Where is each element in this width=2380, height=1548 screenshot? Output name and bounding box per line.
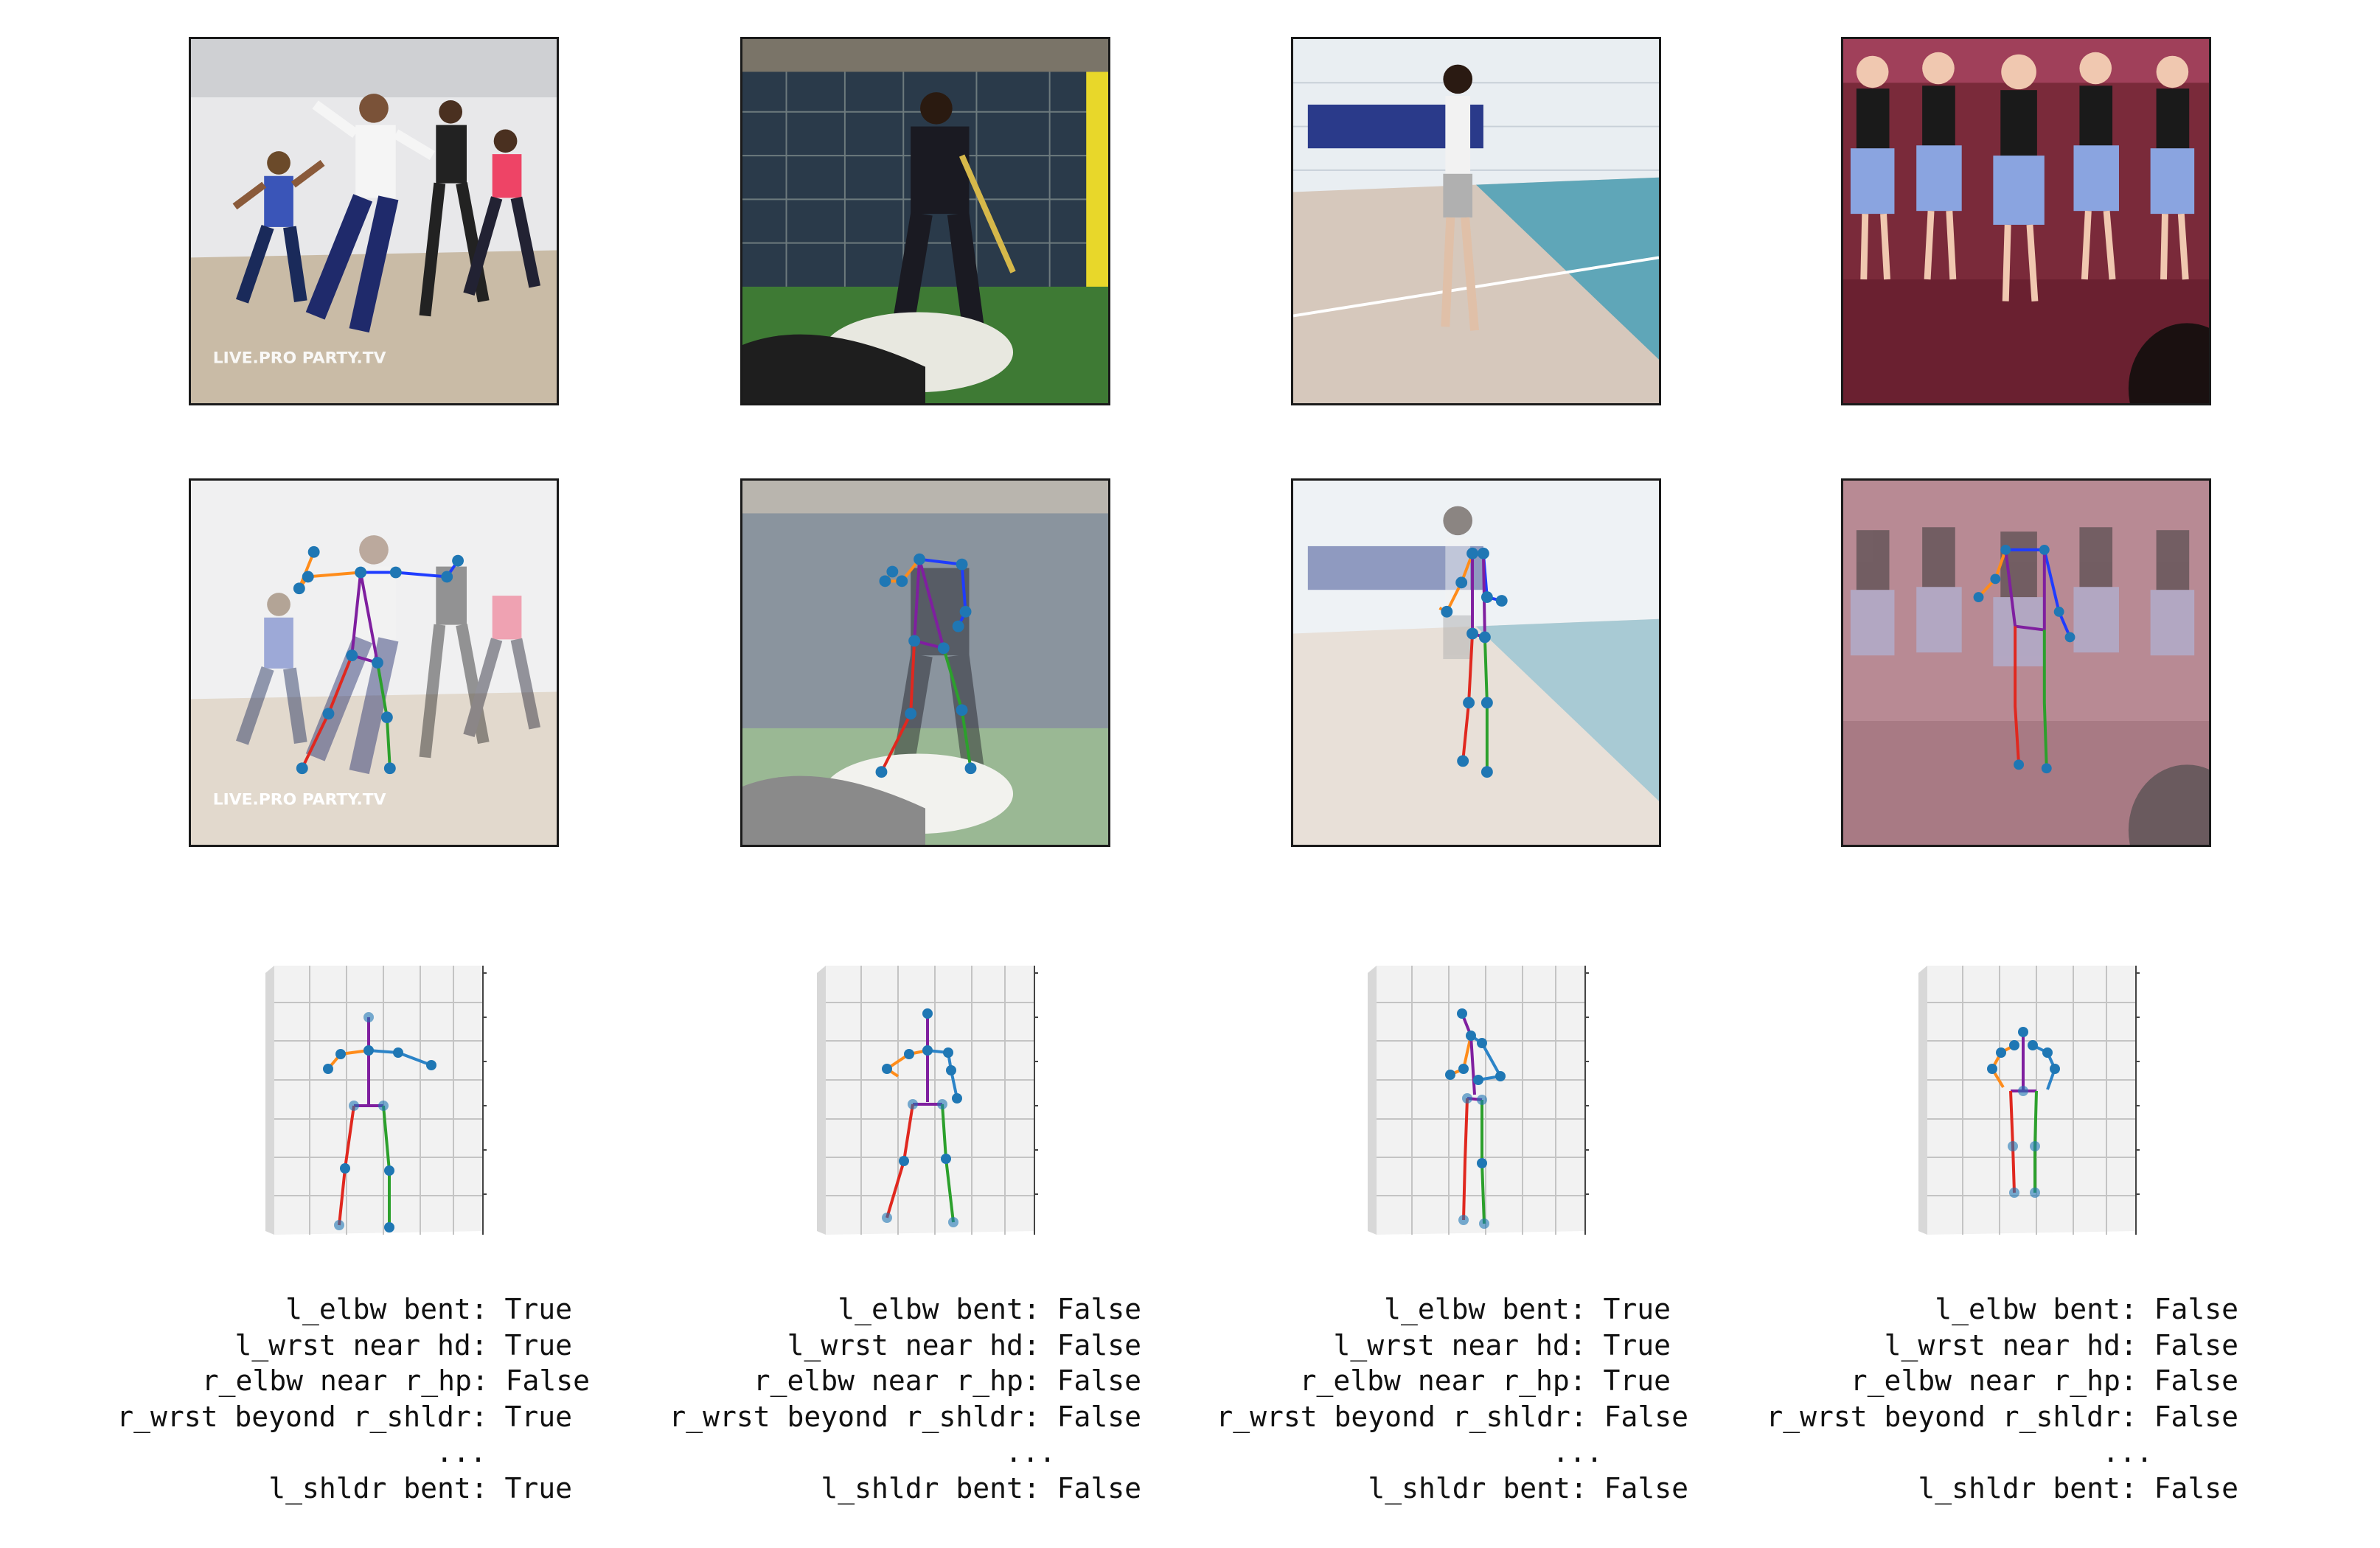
caption-3: l_elbw bent: True l_wrst near hd: True r… [0,1291,1688,1513]
pose3d-plot-1 [265,958,487,1238]
pose3d-plot-3 [1368,958,1589,1238]
caption-line: l_wrst near hd: True [1333,1328,1671,1362]
overlay-3-indoor-court [1291,478,1661,847]
caption-4: l_elbw bent: False l_wrst near hd: False… [0,1291,2238,1513]
caption-line: l_wrst near hd: False [1884,1328,2238,1362]
caption-line: l_shldr bent: True [268,1471,572,1505]
overlay-1-dance-studio: LIVE.PRO PARTY.TV [189,478,559,847]
caption-2: l_elbw bent: False l_wrst near hd: False… [0,1291,1141,1513]
photo-3-indoor-court [1291,37,1661,405]
caption-line: l_elbw bent: False [1935,1293,2238,1325]
caption-line: ... [436,1436,487,1468]
caption-line: l_shldr bent: False [821,1471,1141,1505]
svg-text:LIVE.PRO PARTY.TV: LIVE.PRO PARTY.TV [213,349,386,368]
caption-line: r_elbw near r_hp: False [1850,1364,2238,1397]
caption-line: r_elbw near r_hp: True [1299,1364,1671,1397]
caption-line: r_wrst beyond r_shldr: False [1766,1400,2238,1433]
caption-line: l_wrst near hd: False [787,1328,1141,1362]
caption-line: r_elbw near r_hp: False [201,1364,590,1397]
svg-text:LIVE.PRO PARTY.TV: LIVE.PRO PARTY.TV [213,791,386,809]
caption-line: l_elbw bent: False [838,1293,1141,1325]
caption-line: l_shldr bent: False [1918,1471,2238,1505]
caption-line: r_wrst beyond r_shldr: False [1216,1400,1688,1433]
caption-line: l_shldr bent: False [1368,1471,1688,1505]
caption-line: ... [1552,1436,1603,1468]
pose3d-plot-2 [817,958,1038,1238]
caption-1: l_elbw bent: True l_wrst near hd: True r… [0,1291,590,1513]
caption-line: l_elbw bent: True [1384,1293,1671,1325]
overlay-2-batting-cage [740,478,1110,847]
photo-1-dance-studio: LIVE.PRO PARTY.TV [189,37,559,405]
caption-line: l_elbw bent: True [285,1293,572,1325]
caption-line: r_wrst beyond r_shldr: True [116,1400,572,1433]
overlay-4-stage-dance [1841,478,2211,847]
caption-line: l_wrst near hd: True [234,1328,572,1362]
caption-line: r_wrst beyond r_shldr: False [669,1400,1141,1433]
caption-line: ... [1005,1436,1056,1468]
photo-4-stage-dance [1841,37,2211,405]
caption-line: ... [2102,1436,2153,1468]
pose3d-plot-4 [1918,958,2140,1238]
photo-2-batting-cage [740,37,1110,405]
caption-line: r_elbw near r_hp: False [753,1364,1141,1397]
